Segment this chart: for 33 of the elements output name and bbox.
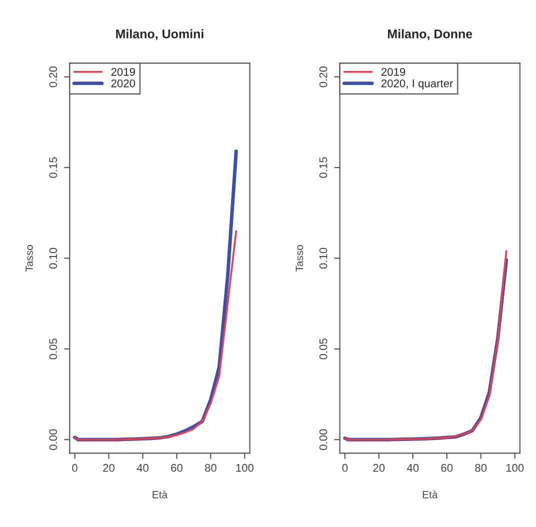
x-tick-label: 60 xyxy=(441,464,453,472)
x-tick-label: 0 xyxy=(342,464,348,472)
y-tick-label: 0.05 xyxy=(319,338,328,360)
x-tick-label: 20 xyxy=(373,464,385,472)
x-tick-label: 100 xyxy=(236,464,254,472)
x-tick-label: 100 xyxy=(506,464,524,472)
legend-label: 2020, I quarter xyxy=(381,79,454,90)
x-tick-label: 60 xyxy=(171,464,182,472)
chart-title: Milano, Uomini xyxy=(116,29,204,40)
y-tick-label: 0.20 xyxy=(319,66,328,88)
y-axis-title: Tasso xyxy=(26,245,33,272)
x-tick-label: 80 xyxy=(205,464,216,472)
y-tick-label: 0.10 xyxy=(319,248,328,269)
legend-label: 2019 xyxy=(381,68,406,76)
x-tick-label: 0 xyxy=(72,464,78,472)
y-tick-label: 0.00 xyxy=(49,429,58,450)
y-tick-label: 0.05 xyxy=(49,338,58,360)
x-tick-label: 40 xyxy=(406,464,419,472)
y-axis-title: Tasso xyxy=(296,245,304,272)
x-axis-title: Età xyxy=(422,490,438,498)
y-tick-label: 0.00 xyxy=(319,429,328,450)
chart-title: Milano, Donne xyxy=(388,29,472,40)
legend-label: 2020 xyxy=(111,79,136,88)
x-tick-label: 40 xyxy=(136,464,148,472)
x-tick-label: 80 xyxy=(475,464,487,472)
y-tick-label: 0.20 xyxy=(49,66,58,88)
legend-label: 2019 xyxy=(111,68,135,76)
line-series xyxy=(74,230,238,441)
y-tick-label: 0.10 xyxy=(49,248,58,269)
y-tick-label: 0.15 xyxy=(49,157,58,178)
x-axis-title: Età xyxy=(152,490,168,498)
x-tick-label: 20 xyxy=(103,464,115,472)
y-tick-label: 0.15 xyxy=(319,157,328,178)
